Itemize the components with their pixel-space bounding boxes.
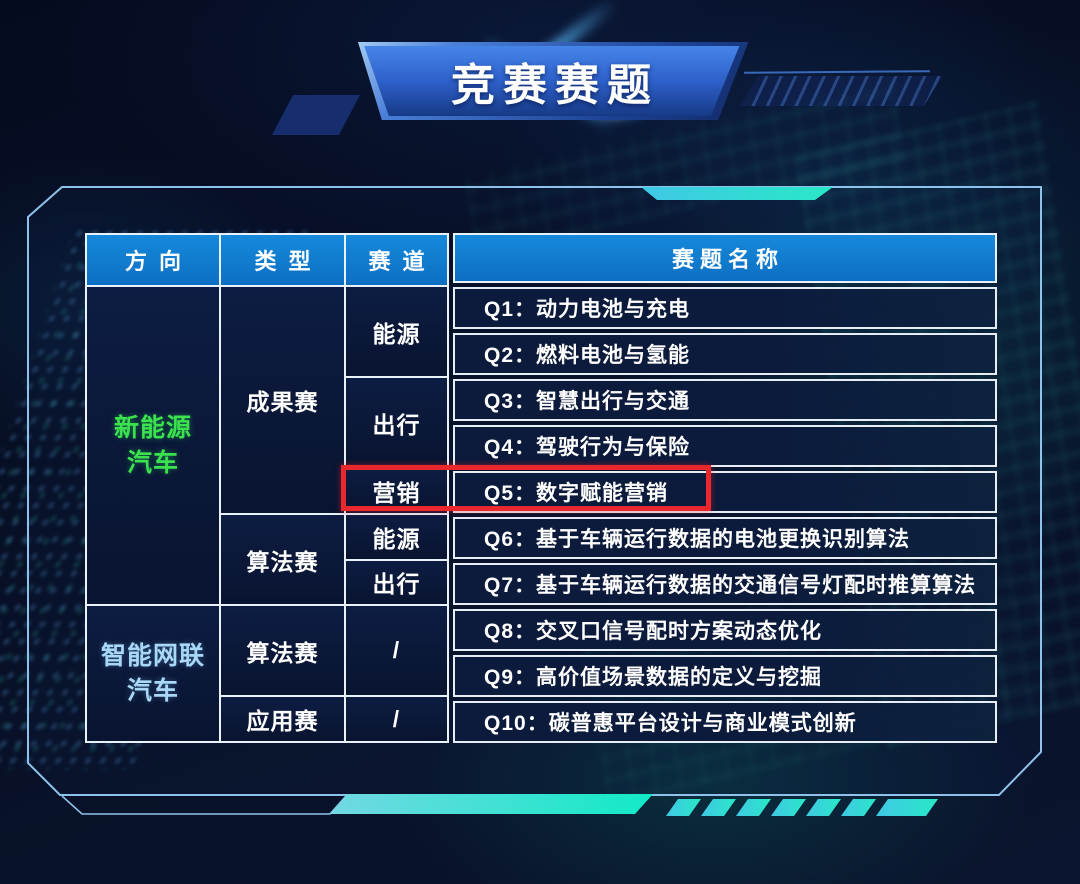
direction-cell-new-energy: 新能源 汽车	[87, 287, 219, 605]
column-header-type: 类型	[221, 235, 344, 285]
highlight-box-q5	[341, 465, 711, 511]
question-row-q3: Q3：智慧出行与交通	[453, 379, 997, 421]
column-header-direction: 方向	[87, 235, 219, 285]
topics-table: 方向 类型 赛道 新能源 汽车 智能网联 汽车 成果赛 算法赛 算法赛 应用赛 …	[85, 233, 997, 743]
question-row-q6: Q6：基于车辆运行数据的电池更换识别算法	[453, 517, 997, 559]
track-cell-energy-2: 能源	[346, 514, 447, 559]
page-title: 竞赛赛题	[451, 61, 659, 110]
banner-right-hazard-stripes	[740, 76, 942, 106]
title-banner: 竞赛赛题	[364, 46, 740, 116]
direction-line: 汽车	[126, 676, 179, 705]
direction-line: 汽车	[126, 448, 179, 477]
question-row-q1: Q1：动力电池与充电	[453, 287, 997, 329]
type-cell-application: 应用赛	[221, 697, 344, 741]
type-cell-algorithm-2: 算法赛	[221, 606, 344, 696]
track-cell-travel-1: 出行	[346, 378, 447, 468]
frame-bottom-strip	[61, 795, 347, 815]
direction-line: 智能网联	[100, 641, 205, 670]
type-cell-achievement: 成果赛	[221, 287, 344, 513]
type-cell-algorithm-1: 算法赛	[221, 514, 344, 605]
table-left-grid: 方向 类型 赛道 新能源 汽车 智能网联 汽车 成果赛 算法赛 算法赛 应用赛 …	[85, 233, 449, 743]
direction-cell-intelligent-connected: 智能网联 汽车	[87, 606, 219, 741]
question-row-q4: Q4：驾驶行为与保险	[453, 425, 997, 467]
question-row-q10: Q10：碳普惠平台设计与商业模式创新	[453, 701, 997, 743]
track-cell-marketing: 营销	[346, 469, 447, 513]
track-cell-slash-1: /	[346, 606, 447, 696]
question-row-q9: Q9：高价值场景数据的定义与挖掘	[453, 655, 997, 697]
hazard-stripes	[666, 799, 938, 816]
question-row-q7: Q7：基于车辆运行数据的交通信号灯配时推算算法	[453, 563, 997, 605]
column-header-question-name: 赛题名称	[453, 233, 997, 283]
question-row-q2: Q2：燃料电池与氢能	[453, 333, 997, 375]
column-header-track: 赛道	[346, 235, 447, 285]
direction-line: 新能源	[113, 413, 192, 442]
frame-top-accent	[641, 187, 833, 200]
table-question-column: 赛题名称 Q1：动力电池与充电 Q2：燃料电池与氢能 Q3：智慧出行与交通 Q4…	[453, 233, 997, 743]
question-row-q8: Q8：交叉口信号配时方案动态优化	[453, 609, 997, 651]
track-cell-slash-2: /	[346, 697, 447, 741]
track-cell-travel-2: 出行	[346, 560, 447, 605]
frame-bottom-accent-bar	[330, 794, 653, 814]
track-cell-energy-1: 能源	[346, 287, 447, 377]
